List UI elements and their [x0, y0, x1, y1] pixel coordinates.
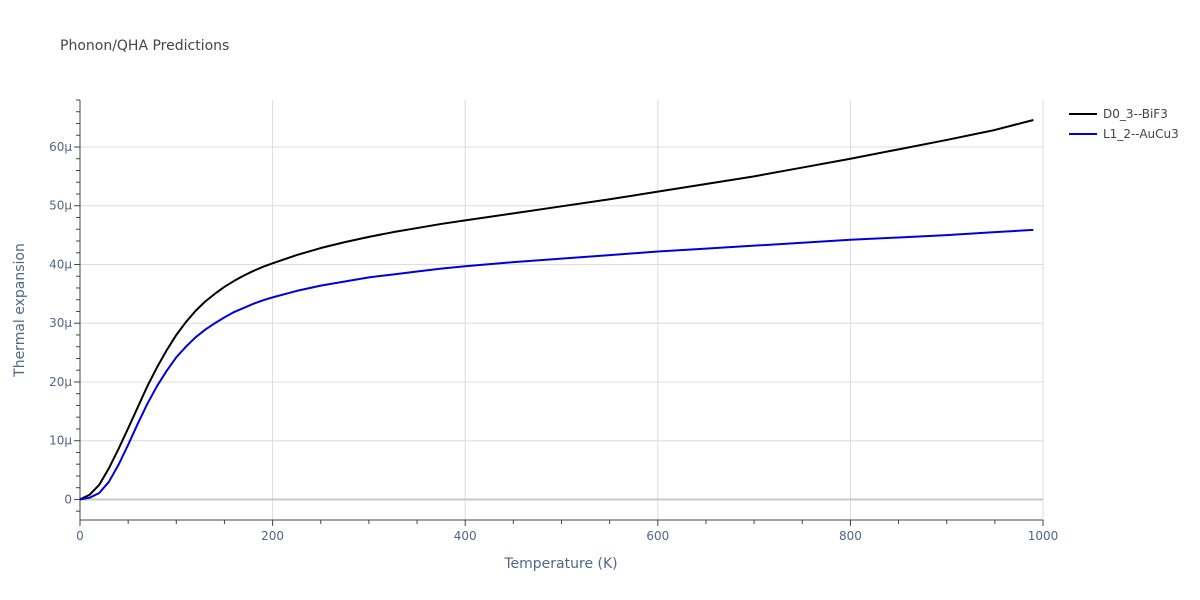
x-tick-label: 600 — [646, 529, 669, 543]
axes — [74, 99, 1044, 526]
legend-label: D0_3--BiF3 — [1103, 107, 1168, 121]
x-tick-label: 200 — [261, 529, 284, 543]
series-line-1 — [79, 119, 1034, 501]
y-tick-label: 20μ — [49, 375, 72, 389]
x-tick-labels: 0 200 400 600 800 1000 — [76, 529, 1058, 543]
x-tick-label: 1000 — [1028, 529, 1059, 543]
x-tick-label: 400 — [454, 529, 477, 543]
legend-label: L1_2--AuCu3 — [1103, 127, 1179, 141]
x-tick-label: 800 — [839, 529, 862, 543]
y-tick-label: 10μ — [49, 434, 72, 448]
chart-title: Phonon/QHA Predictions — [60, 38, 229, 54]
y-tick-label: 0 — [64, 492, 72, 506]
y-tick-labels: 0 10μ 20μ 30μ 40μ 50μ 60μ — [49, 140, 72, 506]
series-line-2 — [79, 228, 1034, 501]
y-gridlines — [80, 146, 1043, 501]
x-gridlines — [272, 100, 1044, 520]
y-axis-title: Thermal expansion — [12, 243, 28, 378]
y-tick-label: 30μ — [49, 316, 72, 330]
y-tick-label: 50μ — [49, 199, 72, 213]
x-axis-title: Temperature (K) — [503, 556, 617, 572]
x-tick-label: 0 — [76, 529, 84, 543]
y-tick-label: 60μ — [49, 140, 72, 154]
series-layer — [79, 119, 1034, 501]
y-tick-label: 40μ — [49, 257, 72, 271]
legend: D0_3--BiF3 L1_2--AuCu3 — [1069, 107, 1179, 141]
